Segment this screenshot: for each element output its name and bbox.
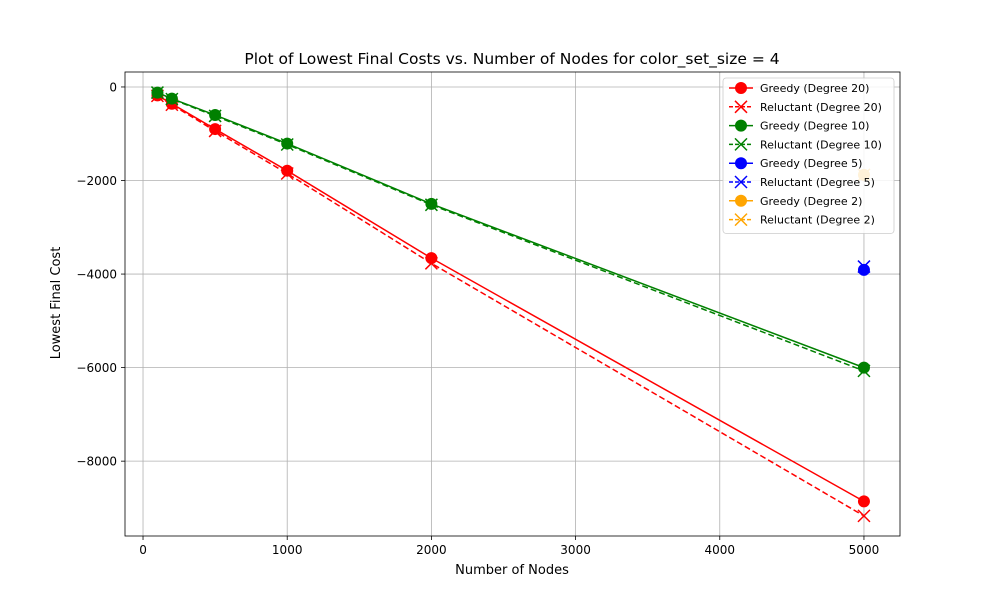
legend-frame — [722, 77, 895, 234]
series — [857, 263, 870, 276]
data-point — [209, 123, 222, 136]
y-tick-label: 0 — [109, 80, 117, 94]
legend-label: Greedy (Degree 20) — [760, 82, 869, 95]
x-tick-label: 2000 — [416, 543, 447, 557]
legend: Greedy (Degree 20) Reluctant (Degree 20) G… — [722, 77, 895, 234]
legend-item: Greedy (Degree 20) — [729, 82, 869, 95]
data-point — [857, 260, 871, 274]
data-point — [734, 175, 748, 189]
data-point — [208, 109, 222, 123]
data-point — [280, 166, 294, 181]
legend-label: Reluctant (Degree 2) — [760, 214, 875, 227]
data-point — [735, 119, 747, 132]
x-axis-label: Number of Nodes — [455, 563, 569, 578]
data-point — [734, 137, 748, 151]
data-point — [150, 86, 164, 100]
data-point — [735, 194, 747, 207]
series-line — [157, 91, 865, 372]
legend-label: Greedy (Degree 2) — [760, 195, 862, 208]
x-tick-label: 4000 — [704, 543, 735, 557]
axes-frame — [124, 71, 901, 537]
data-point — [857, 509, 871, 523]
data-point — [425, 252, 438, 265]
x-tick-label: 3000 — [560, 543, 591, 557]
data-point — [857, 364, 871, 378]
chart-title: Plot of Lowest Final Costs vs. Number of… — [244, 50, 779, 69]
y-tick-label: −6000 — [76, 361, 117, 375]
series — [150, 86, 871, 378]
y-tick-label: −2000 — [76, 174, 117, 188]
x-tick-label: 0 — [139, 543, 147, 557]
data-point — [424, 198, 438, 212]
data-point — [857, 263, 870, 276]
legend-item: Greedy (Degree 10) — [729, 119, 869, 133]
x-tick-label: 5000 — [849, 543, 880, 557]
data-point — [280, 137, 294, 152]
series — [857, 260, 871, 274]
data-point — [208, 124, 222, 138]
data-point — [735, 157, 747, 170]
data-point — [424, 256, 438, 270]
plot-area: 0 1000 2000 3000 4000 5000 0 −2000 −4000 −6000 −80… — [76, 71, 901, 557]
legend-item: Greedy (Degree 2) — [729, 194, 862, 208]
data-point — [857, 495, 870, 508]
data-point — [165, 92, 179, 106]
legend-item: Greedy (Degree 5) — [729, 157, 862, 170]
legend-item: Reluctant (Degree 20) — [729, 100, 882, 114]
legend-label: Greedy (Degree 5) — [760, 157, 862, 170]
legend-item: Reluctant (Degree 5) — [729, 175, 875, 189]
data-point — [734, 100, 748, 114]
x-tick-label: 1000 — [272, 543, 303, 557]
legend-label: Reluctant (Degree 20) — [760, 101, 882, 114]
y-axis-label: Lowest Final Cost — [49, 247, 64, 360]
legend-label: Reluctant (Degree 5) — [760, 176, 875, 189]
y-tick-label: −8000 — [76, 455, 117, 469]
legend-label: Greedy (Degree 10) — [760, 120, 869, 133]
data-point — [735, 82, 747, 94]
y-tick-label: −4000 — [76, 268, 117, 282]
legend-item: Reluctant (Degree 2) — [729, 213, 875, 227]
legend-label: Reluctant (Degree 10) — [760, 138, 882, 151]
legend-item: Reluctant (Degree 10) — [729, 137, 882, 151]
data-point — [734, 213, 748, 227]
